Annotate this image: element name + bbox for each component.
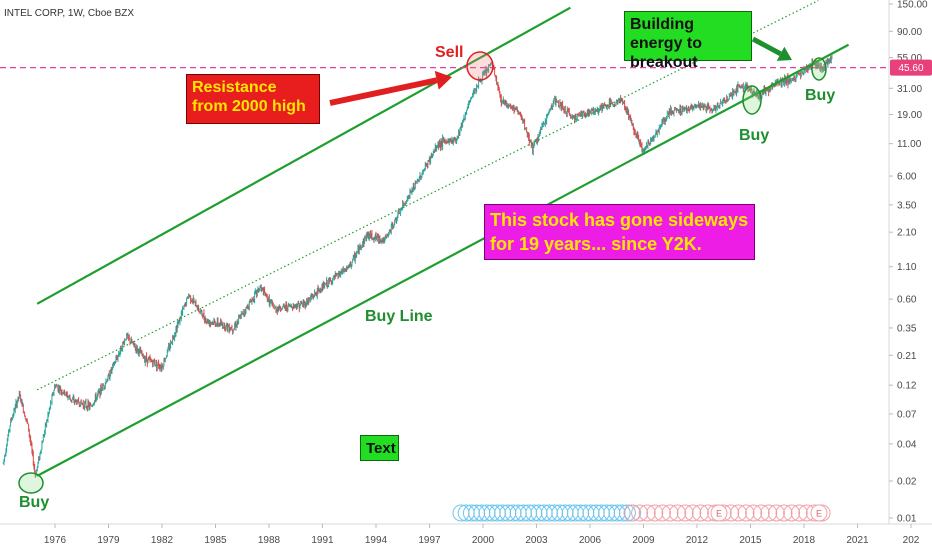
time-tick-label: 1991 <box>311 535 334 546</box>
dividend-marker <box>618 504 636 522</box>
resistance-arrow-head <box>434 70 452 90</box>
sell-label: Sell <box>435 44 464 61</box>
time-tick-label: 1976 <box>44 535 67 546</box>
earnings-marker <box>646 504 664 522</box>
chart-grid <box>0 0 932 525</box>
price-tick-label: 0.02 <box>897 476 917 487</box>
price-tick-label: 0.12 <box>897 381 917 392</box>
time-tick-label: 1979 <box>97 535 120 546</box>
price-tick-label: 19.00 <box>897 110 922 121</box>
earnings-marker-letter: E <box>716 509 722 519</box>
buy-label-2016: Buy <box>739 127 770 144</box>
earnings-marker <box>745 504 763 522</box>
price-tick-label: 31.00 <box>897 84 922 95</box>
annotation-marks-layer <box>18 36 827 494</box>
sell-circle <box>466 51 494 81</box>
earnings-marker <box>669 504 687 522</box>
time-tick-label: 2012 <box>686 535 709 546</box>
earnings-marker <box>737 504 755 522</box>
buy-line-label: Buy Line <box>365 308 433 325</box>
resistance-arrow-shaft <box>329 77 438 106</box>
time-tick-label: 2000 <box>472 535 495 546</box>
earnings-marker <box>631 504 649 522</box>
earnings-marker <box>767 504 785 522</box>
earnings-marker <box>691 504 709 522</box>
channel-lines-layer <box>0 0 889 477</box>
text-box: Text <box>360 435 399 461</box>
current-price-badge <box>890 59 932 76</box>
energy-note: Building energy to breakout <box>624 11 752 71</box>
earnings-marker <box>638 504 656 522</box>
time-tick-label: 1997 <box>418 535 441 546</box>
price-tick-label: 0.21 <box>897 351 917 362</box>
energy-arrow-head <box>776 46 792 61</box>
price-tick-label: 0.35 <box>897 323 917 334</box>
time-tick-label: 2021 <box>846 535 869 546</box>
earnings-marker-labeled <box>710 504 728 522</box>
time-tick-label: 1985 <box>204 535 227 546</box>
price-tick-label: 150.00 <box>897 0 928 11</box>
earnings-marker <box>775 504 793 522</box>
earnings-marker <box>653 504 671 522</box>
candles-layer <box>2 53 833 478</box>
time-tick-label: 2009 <box>632 535 655 546</box>
earnings-marker <box>684 504 702 522</box>
price-tick-label: 55.00 <box>897 53 922 64</box>
price-tick-label: 11.00 <box>897 139 922 150</box>
buy-circle-1975 <box>18 472 44 494</box>
earnings-marker <box>790 504 808 522</box>
time-tick-label: 1988 <box>258 535 281 546</box>
earnings-marker-letter: E <box>816 509 822 519</box>
price-tick-label: 0.07 <box>897 409 917 420</box>
channel-line-upper <box>36 6 571 305</box>
price-tick-label: 2.10 <box>897 228 917 239</box>
price-tick-label: 0.60 <box>897 295 917 306</box>
channel-line-buy-line <box>36 43 850 477</box>
price-tick-label: 3.50 <box>897 200 917 211</box>
time-tick-label: 1994 <box>365 535 388 546</box>
time-axis[interactable]: 1976 1979 1982 1985 1988 1991 1994 1997 2000 2003… <box>44 524 920 546</box>
price-tick-label: 0.04 <box>897 439 917 450</box>
buy-circle-2016 <box>742 85 762 115</box>
earnings-marker <box>729 504 747 522</box>
resistance-note: Resistance from 2000 high <box>186 74 320 124</box>
price-tick-label: 1.10 <box>897 262 917 273</box>
time-tick-label: 2006 <box>579 535 602 546</box>
current-price-label: 45.60 <box>898 63 923 74</box>
earnings-marker <box>661 504 679 522</box>
buy-label-2019: Buy <box>805 87 836 104</box>
time-tick-label: 1982 <box>151 535 174 546</box>
chart-header-title: INTEL CORP, 1W, Cboe BZX <box>4 8 134 19</box>
energy-arrow-shaft <box>751 36 782 57</box>
price-axis[interactable]: 150.00 90.00 55.00 31.00 19.00 11.00 6.00 3.50 2… <box>889 0 932 525</box>
channel-line-mid <box>36 0 819 391</box>
buy-label-1975: Buy <box>19 494 50 511</box>
earnings-marker <box>623 504 641 522</box>
sideways-note: This stock has gone sideways for 19 year… <box>484 204 755 260</box>
price-tick-label: 0.01 <box>897 514 917 525</box>
earnings-marker-labeled <box>810 504 828 522</box>
earnings-marker <box>783 504 801 522</box>
price-tick-label: 90.00 <box>897 27 922 38</box>
price-tick-label: 6.00 <box>897 172 917 183</box>
earnings-marker <box>676 504 694 522</box>
earnings-marker <box>752 504 770 522</box>
time-tick-label: 2003 <box>525 535 548 546</box>
time-tick-label: 2018 <box>793 535 816 546</box>
earnings-marker <box>760 504 778 522</box>
time-tick-label: 202 <box>903 535 920 546</box>
buy-circle-2019 <box>811 57 827 81</box>
time-tick-label: 2015 <box>739 535 762 546</box>
dividend-marker <box>613 504 631 522</box>
